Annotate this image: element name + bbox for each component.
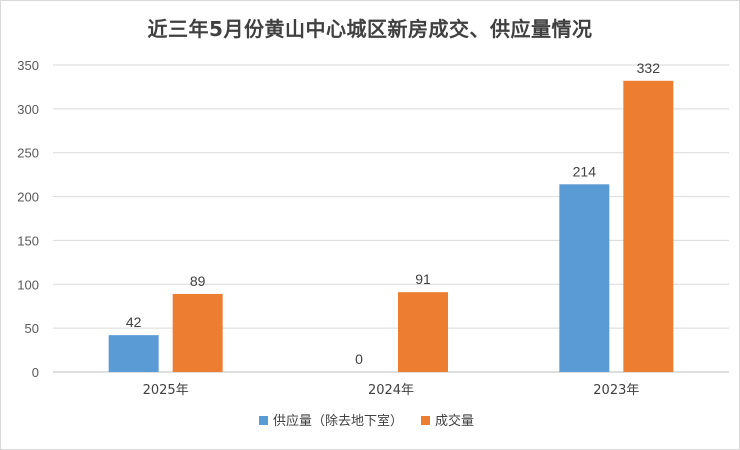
chart-title: 近三年5月份黄山中心城区新房成交、供应量情况 bbox=[147, 17, 593, 41]
legend-swatch bbox=[421, 416, 430, 425]
legend-label: 成交量 bbox=[435, 413, 474, 429]
data-label: 91 bbox=[415, 271, 431, 287]
gridlines bbox=[53, 64, 729, 373]
bar-transaction bbox=[623, 80, 674, 372]
legend: 供应量（除去地下室） 成交量 bbox=[259, 413, 474, 429]
data-label: 89 bbox=[190, 273, 206, 289]
y-tick-label: 350 bbox=[17, 58, 39, 73]
bar-transaction bbox=[172, 293, 223, 372]
bars bbox=[108, 80, 674, 372]
bar-supply bbox=[108, 335, 159, 372]
data-labels: 42 89 0 91 214 332 bbox=[126, 60, 660, 367]
legend-swatch bbox=[259, 416, 268, 425]
x-category-label: 2024年 bbox=[368, 383, 414, 398]
y-tick-label: 250 bbox=[17, 146, 39, 161]
y-tick-label: 100 bbox=[17, 277, 39, 292]
bar-transaction bbox=[398, 292, 448, 372]
x-category-label: 2023年 bbox=[593, 383, 639, 398]
y-tick-label: 50 bbox=[25, 321, 39, 336]
y-tick-label: 200 bbox=[17, 190, 39, 205]
x-axis-category-labels: 2025年 2024年 2023年 bbox=[143, 383, 640, 398]
data-label: 214 bbox=[573, 163, 597, 179]
data-label: 332 bbox=[637, 60, 661, 76]
y-axis-tick-labels: 0 50 100 150 200 250 300 350 bbox=[17, 58, 39, 380]
legend-label: 供应量（除去地下室） bbox=[273, 413, 403, 429]
data-label: 0 bbox=[355, 351, 363, 367]
x-category-label: 2025年 bbox=[143, 383, 189, 398]
y-tick-label: 150 bbox=[17, 233, 39, 248]
data-label: 42 bbox=[126, 314, 142, 330]
y-tick-label: 300 bbox=[17, 102, 39, 117]
y-tick-label: 0 bbox=[32, 365, 39, 380]
bar-supply bbox=[559, 184, 610, 372]
